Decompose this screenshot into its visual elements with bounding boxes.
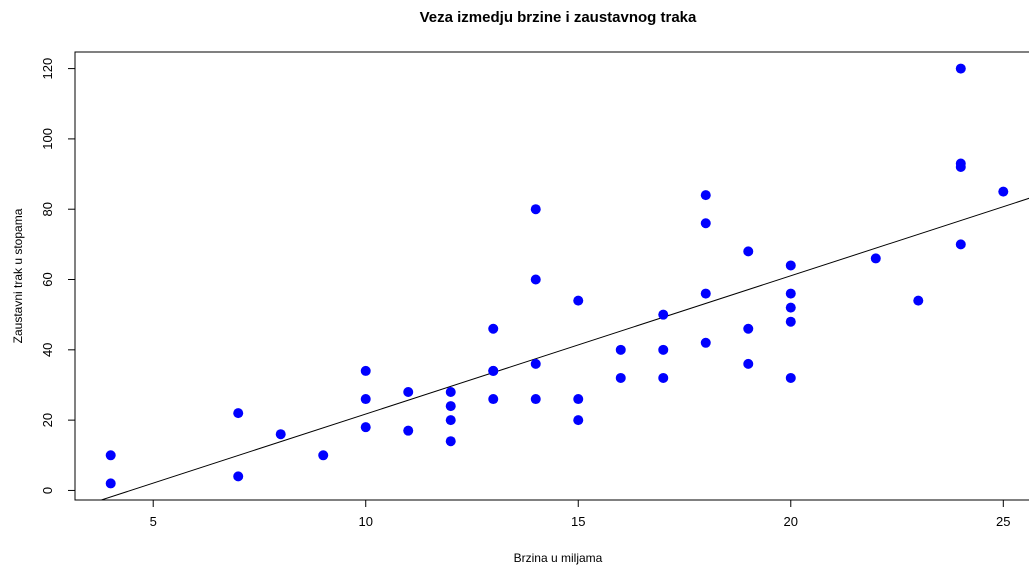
y-tick-label: 60 <box>40 272 55 286</box>
point <box>445 401 456 412</box>
x-tick-label: 10 <box>358 514 372 529</box>
point <box>955 239 966 250</box>
point <box>318 450 329 461</box>
y-tick-label: 100 <box>40 128 55 150</box>
point <box>403 387 414 398</box>
chart-title: Veza izmedju brzine i zaustavnog traka <box>420 9 697 26</box>
point <box>573 295 584 306</box>
point <box>488 394 499 405</box>
plot-box <box>74 51 1029 501</box>
point <box>360 394 371 405</box>
y-tick-label: 40 <box>40 343 55 357</box>
point <box>445 436 456 447</box>
point <box>105 478 116 489</box>
x-tick-label: 5 <box>150 514 157 529</box>
point <box>530 358 541 369</box>
point <box>530 204 541 215</box>
point <box>573 394 584 405</box>
trend-line <box>99 197 1029 500</box>
point <box>233 471 244 482</box>
point <box>488 365 499 376</box>
y-tick-label: 80 <box>40 202 55 216</box>
plot-area <box>99 63 1029 500</box>
point <box>615 344 626 355</box>
x-axis-label: Brzina u miljama <box>514 551 603 565</box>
point <box>530 394 541 405</box>
point <box>658 344 669 355</box>
x-tick-label: 20 <box>784 514 798 529</box>
point <box>785 372 796 383</box>
point <box>955 63 966 74</box>
y-tick-label: 0 <box>40 487 55 494</box>
x-tick-label: 25 <box>996 514 1010 529</box>
point <box>445 415 456 426</box>
y-axis-label: Zaustavni trak u stopama <box>11 208 25 343</box>
point <box>870 253 881 264</box>
y-tick-label: 20 <box>40 413 55 427</box>
point <box>700 337 711 348</box>
point <box>743 323 754 334</box>
point <box>658 309 669 320</box>
point <box>530 274 541 285</box>
point <box>573 415 584 426</box>
x-tick-label: 15 <box>571 514 585 529</box>
point <box>955 158 966 169</box>
point <box>785 260 796 271</box>
point <box>785 316 796 327</box>
point <box>785 288 796 299</box>
point <box>360 422 371 433</box>
point <box>403 425 414 436</box>
point <box>275 429 286 440</box>
point <box>700 218 711 229</box>
point <box>615 372 626 383</box>
y-tick-label: 120 <box>40 58 55 80</box>
point <box>700 190 711 201</box>
point <box>998 186 1009 197</box>
point <box>743 358 754 369</box>
point <box>233 408 244 419</box>
point <box>445 387 456 398</box>
point <box>658 372 669 383</box>
point <box>360 365 371 376</box>
point <box>913 295 924 306</box>
point <box>488 323 499 334</box>
point <box>700 288 711 299</box>
point <box>105 450 116 461</box>
point <box>785 302 796 313</box>
point <box>743 246 754 257</box>
